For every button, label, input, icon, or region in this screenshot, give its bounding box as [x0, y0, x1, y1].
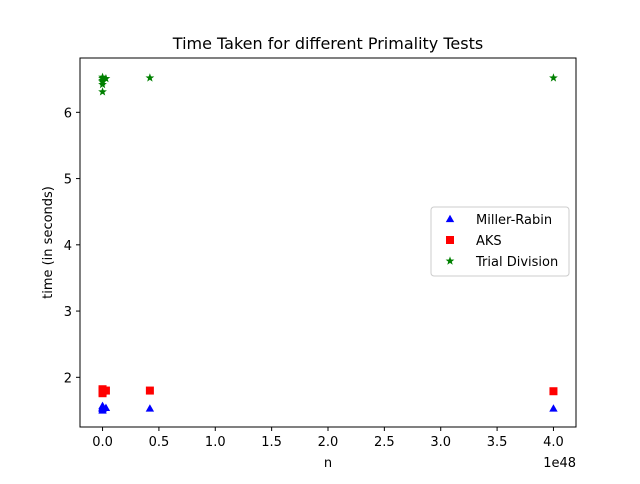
miller-rabin-point [145, 404, 155, 412]
x-axis-offset-label: 1e48 [543, 456, 576, 471]
x-tick-label: 2.5 [374, 435, 395, 450]
trial-division-point [549, 73, 558, 82]
y-tick-label: 4 [64, 239, 72, 254]
trial-division-point [98, 87, 107, 96]
aks-point [549, 387, 558, 396]
y-axis-label: time (in seconds) [41, 186, 56, 299]
y-tick-label: 2 [64, 371, 72, 386]
x-tick-label: 0.5 [149, 435, 170, 450]
miller-rabin-point [101, 403, 111, 411]
x-tick-label: 4.0 [543, 435, 564, 450]
y-tick-label: 6 [64, 106, 72, 121]
legend-miller-rabin-label: Miller-Rabin [476, 213, 552, 228]
trial-division-point [145, 73, 155, 82]
trial-division-point [98, 79, 107, 89]
legend-miller-rabin-marker [445, 214, 455, 223]
x-tick-label: 3.0 [430, 435, 451, 450]
x-tick-label: 1.0 [205, 435, 226, 450]
miller-rabin-point [549, 404, 558, 412]
x-tick-label: 2.0 [318, 435, 339, 450]
x-tick-label: 3.5 [487, 435, 508, 450]
trial-division-point [101, 73, 111, 83]
y-axis-ticks: 2 3 4 5 6 [64, 106, 80, 386]
x-tick-label: 1.5 [261, 435, 282, 450]
legend-trial-division-marker [445, 256, 455, 265]
x-axis-ticks: 0.0 0.5 1.0 1.5 2.0 2.5 3.0 3.5 4.0 [92, 427, 564, 450]
x-axis-label: n [324, 456, 332, 471]
aks-point [101, 386, 110, 395]
data-markers [98, 72, 558, 414]
legend-aks-marker [446, 236, 454, 244]
y-tick-label: 5 [64, 173, 72, 188]
x-tick-label: 0.0 [92, 435, 113, 450]
aks-point [145, 386, 154, 395]
plot-frame [79, 57, 577, 428]
legend-trial-division-label: Trial Division [475, 255, 558, 270]
legend-box [430, 206, 570, 277]
legend: Miller-Rabin AKS Trial Division [430, 206, 570, 277]
trial-division-point [98, 72, 107, 81]
legend-aks-label: AKS [476, 234, 502, 249]
chart-title: Time Taken for different Primality Tests [172, 34, 483, 53]
y-tick-label: 3 [64, 305, 72, 320]
